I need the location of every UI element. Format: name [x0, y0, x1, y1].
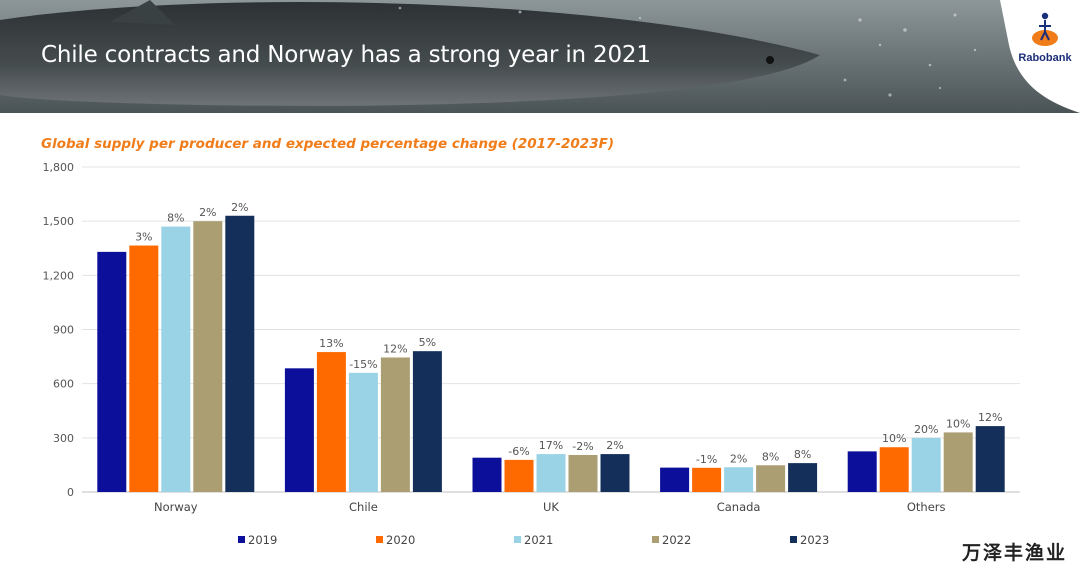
bar-2023-chile — [412, 351, 442, 492]
bar-2021-others — [911, 437, 941, 492]
watermark-text: 万泽丰渔业 — [962, 542, 1068, 564]
bar-2020-norway — [129, 245, 159, 492]
bar-2023-uk — [600, 454, 630, 492]
data-label: 2% — [231, 201, 248, 214]
legend: 2019 2020 2021 2022 2023 — [238, 533, 829, 547]
data-label: 2% — [606, 439, 623, 452]
bar-2020-chile — [316, 352, 346, 492]
bar-2022-chile — [380, 357, 410, 492]
category-label-canada: Canada — [717, 500, 761, 514]
x-axis-category-labels: Norway Chile UK Canada Others — [154, 500, 946, 514]
category-label-others: Others — [907, 500, 946, 514]
data-label: 10% — [946, 417, 970, 430]
bar-2019-chile — [284, 368, 314, 492]
chart-title: Global supply per producer and expected … — [41, 136, 614, 152]
legend-swatch-2019 — [238, 536, 245, 543]
data-label: 10% — [882, 432, 906, 445]
y-tick-label: 900 — [53, 324, 74, 337]
bar-2019-others — [847, 451, 877, 492]
slide-title: Chile contracts and Norway has a strong … — [41, 42, 651, 68]
y-tick-label: 600 — [53, 378, 74, 391]
bar-2023-canada — [788, 463, 818, 492]
bar-2021-norway — [161, 226, 191, 493]
data-label: 3% — [135, 231, 152, 244]
bar-2020-canada — [692, 467, 722, 492]
salmon-banner-image — [0, 0, 1080, 113]
y-tick-label: 1,500 — [43, 215, 75, 228]
legend-label-2020: 2020 — [386, 533, 415, 547]
bars — [97, 215, 1005, 493]
y-axis-tick-labels: 0 300 600 900 1,200 1,500 1,800 — [43, 161, 75, 499]
bar-2019-uk — [472, 457, 502, 492]
bar-2023-others — [975, 426, 1005, 492]
data-label: 8% — [167, 212, 184, 225]
data-label: 12% — [383, 342, 407, 355]
legend-label-2023: 2023 — [800, 533, 829, 547]
data-label: 20% — [914, 423, 938, 436]
bar-2020-others — [879, 447, 909, 492]
category-label-norway: Norway — [154, 500, 198, 514]
header-banner — [0, 0, 1080, 113]
bar-2023-norway — [225, 215, 255, 492]
y-tick-label: 1,800 — [43, 161, 75, 174]
data-label: 12% — [978, 411, 1002, 424]
y-tick-label: 1,200 — [43, 269, 75, 282]
bar-2019-canada — [660, 467, 690, 492]
data-label: 8% — [762, 450, 779, 463]
rabobank-logo-icon — [1000, 0, 1080, 113]
bar-2021-chile — [348, 372, 378, 492]
data-label: -2% — [572, 440, 593, 453]
legend-swatch-2021 — [514, 536, 521, 543]
bar-2022-uk — [568, 454, 598, 492]
legend-label-2022: 2022 — [662, 533, 691, 547]
legend-swatch-2023 — [790, 536, 797, 543]
legend-swatch-2022 — [652, 536, 659, 543]
data-label: 2% — [199, 206, 216, 219]
category-label-uk: UK — [543, 500, 559, 514]
bar-2020-uk — [504, 459, 534, 492]
bar-2022-norway — [193, 221, 223, 492]
legend-label-2019: 2019 — [248, 533, 277, 547]
data-label: -1% — [696, 453, 717, 466]
data-label: 2% — [730, 452, 747, 465]
bar-2019-norway — [97, 251, 127, 492]
data-label: 13% — [319, 337, 343, 350]
logo-wordmark: Rabobank — [1018, 52, 1072, 64]
legend-swatch-2020 — [376, 536, 383, 543]
y-tick-label: 0 — [67, 486, 74, 499]
data-label: -15% — [349, 358, 377, 371]
legend-label-2021: 2021 — [524, 533, 553, 547]
category-label-chile: Chile — [349, 500, 378, 514]
bar-2021-canada — [724, 467, 754, 492]
data-label: -6% — [508, 445, 529, 458]
data-label: 5% — [419, 336, 436, 349]
bar-2021-uk — [536, 454, 566, 492]
data-label: 17% — [539, 439, 563, 452]
data-labels: 3% 8% 2% 2% 13% -15% 12% 5% -6% 17% -2% 2% -1% 2% 8% 8%… — [135, 201, 1002, 466]
y-tick-label: 300 — [53, 432, 74, 445]
rabobank-logo — [1000, 0, 1080, 113]
bar-2022-canada — [756, 465, 786, 492]
data-label: 8% — [794, 448, 811, 461]
bar-2022-others — [943, 432, 973, 492]
